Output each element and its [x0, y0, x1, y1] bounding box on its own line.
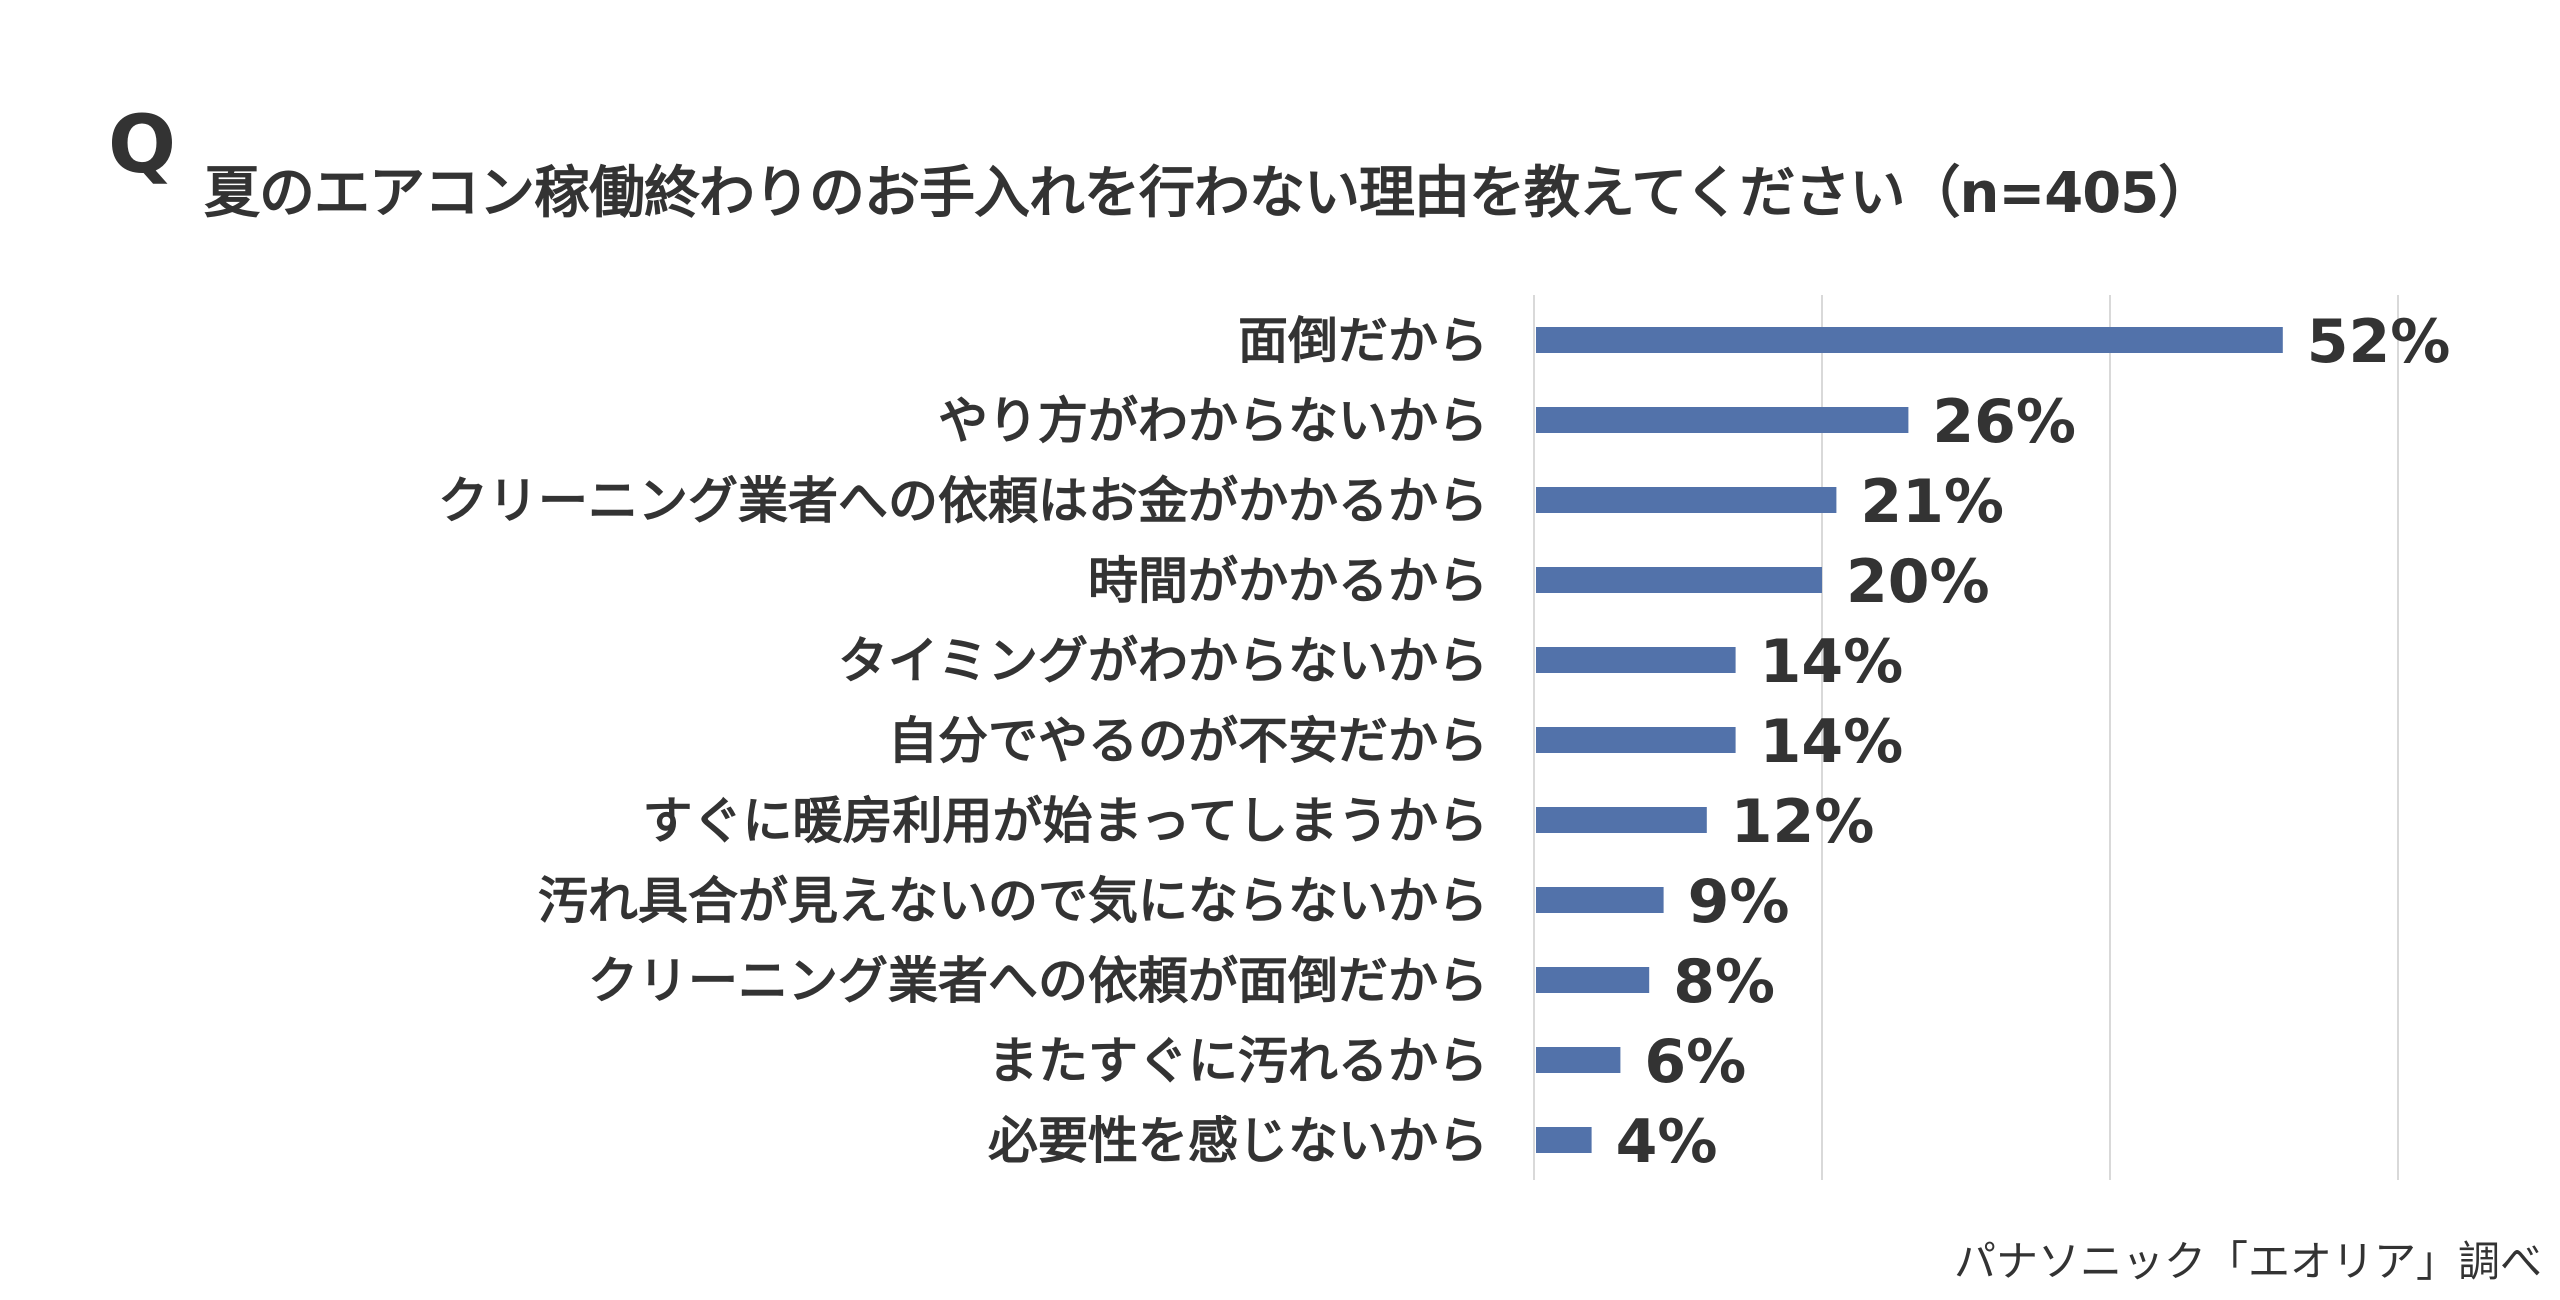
- value-label: 9%: [1688, 867, 1790, 937]
- category-label: 面倒だから: [1238, 312, 1488, 370]
- question-mark: Q: [108, 98, 177, 191]
- bar: [1536, 327, 2283, 353]
- bar: [1536, 887, 1664, 913]
- category-label: 汚れ具合が見えないので気にならないから: [538, 872, 1488, 930]
- source-note: パナソニック「エオリア」調べ: [1953, 1237, 2542, 1286]
- category-label: クリーニング業者への依頼はお金がかかるから: [438, 472, 1488, 530]
- value-label: 12%: [1731, 787, 1875, 857]
- value-label: 21%: [1860, 467, 2004, 537]
- bar: [1536, 1127, 1592, 1153]
- category-label: またすぐに汚れるから: [988, 1032, 1488, 1090]
- bar: [1536, 967, 1650, 993]
- value-label: 14%: [1760, 707, 1904, 777]
- bar: [1536, 487, 1837, 513]
- category-label: 時間がかかるから: [1088, 552, 1488, 610]
- category-label: すぐに暖房利用が始まってしまうから: [643, 792, 1489, 850]
- value-label: 8%: [1673, 947, 1775, 1017]
- value-label: 20%: [1846, 547, 1990, 617]
- chart-title: 夏のエアコン稼働終わりのお手入れを行わない理由を教えてください（n=405）: [204, 161, 2214, 226]
- bar: [1536, 407, 1909, 433]
- bar: [1536, 647, 1736, 673]
- value-label: 4%: [1616, 1107, 1718, 1177]
- category-label: 必要性を感じないから: [988, 1112, 1488, 1170]
- value-label: 14%: [1760, 627, 1904, 697]
- value-label: 26%: [1932, 387, 2076, 457]
- value-label: 6%: [1644, 1027, 1746, 1097]
- category-label: クリーニング業者への依頼が面倒だから: [588, 952, 1488, 1010]
- bar: [1536, 567, 1822, 593]
- bar: [1536, 807, 1707, 833]
- category-label: やり方がわからないから: [938, 392, 1488, 450]
- bar: [1536, 727, 1736, 753]
- category-label: タイミングがわからないから: [838, 632, 1488, 690]
- bar: [1536, 1047, 1621, 1073]
- value-label: 52%: [2307, 307, 2451, 377]
- category-label: 自分でやるのが不安だから: [888, 712, 1488, 770]
